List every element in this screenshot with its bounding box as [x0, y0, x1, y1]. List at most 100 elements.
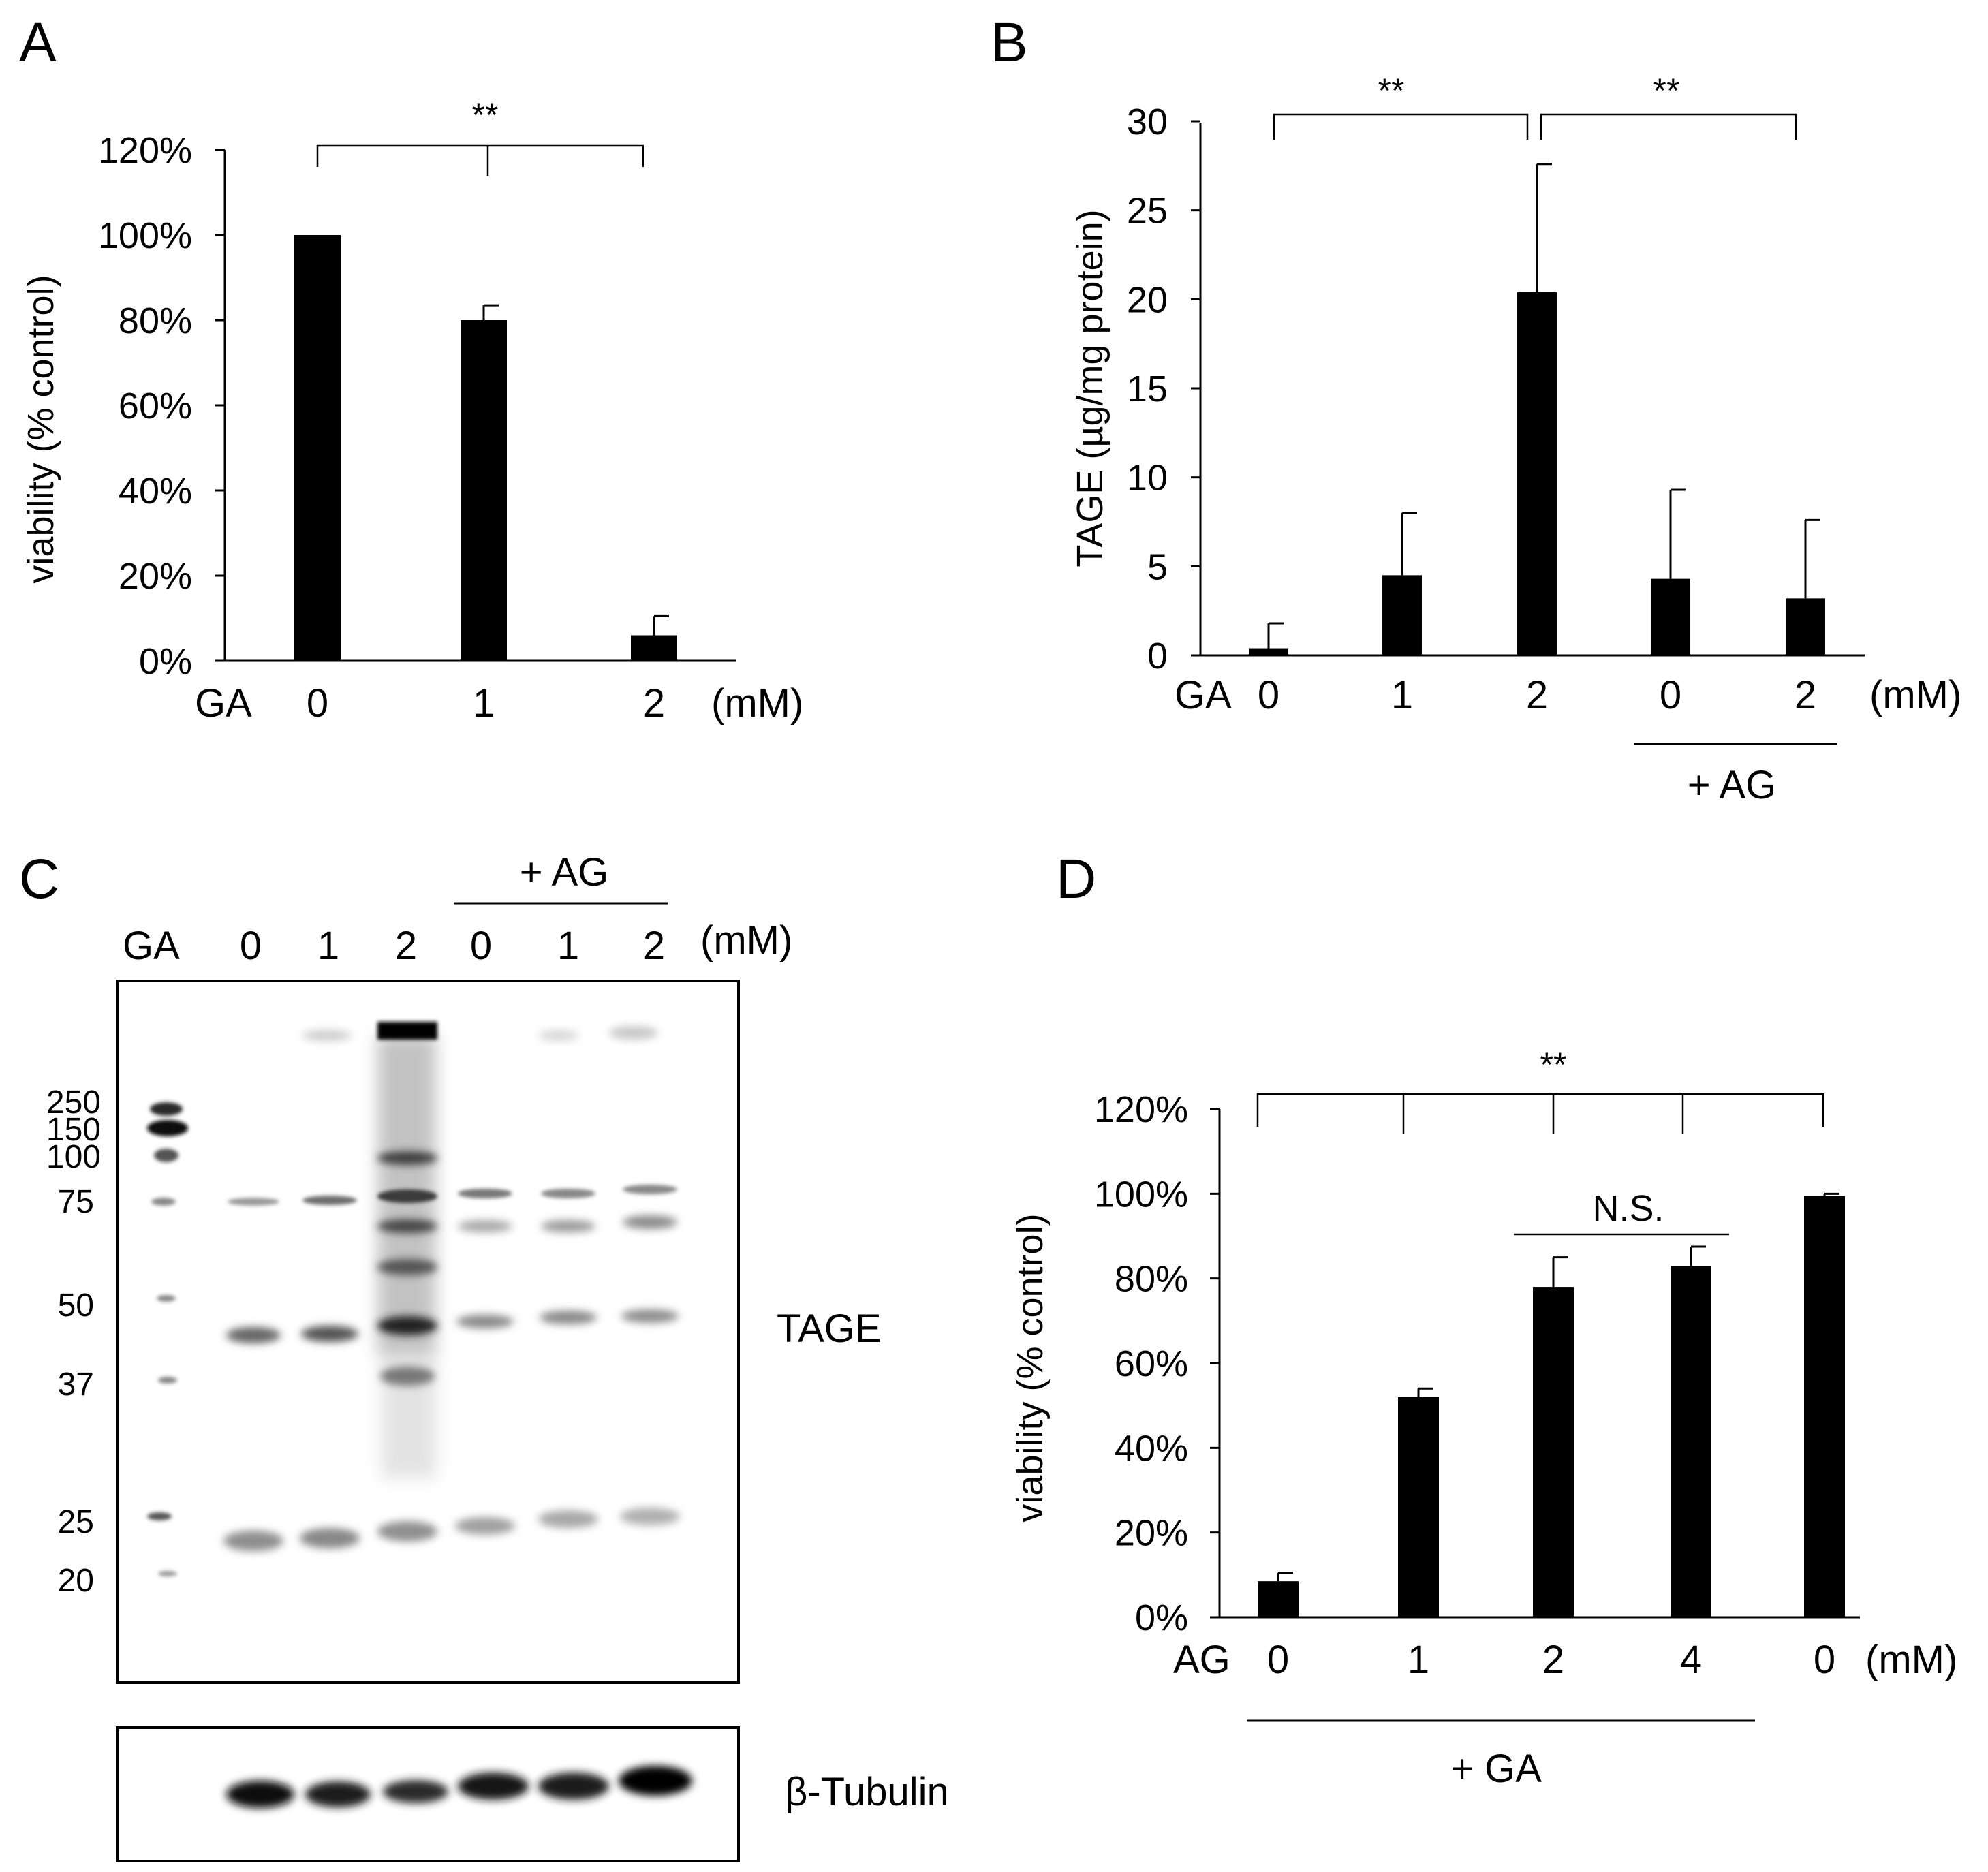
panel-a-x-unit: (mM) [711, 681, 803, 726]
y-tick-label: 60% [119, 386, 192, 426]
panel-b-x-unit: (mM) [1869, 673, 1961, 717]
panel-a-chart: viability (% control) 0% 20% 40% 60% 80% 100%… [20, 96, 803, 726]
panel-d-significance-bracket [1256, 1093, 1824, 1134]
y-tick-label: 100% [98, 215, 192, 256]
x-category-label: 0 [1267, 1638, 1289, 1682]
bar [1671, 1266, 1711, 1617]
blot-loading-bands [226, 1766, 692, 1808]
mw-marker: 250 [46, 1085, 101, 1121]
blot-lane-label: 0 [240, 924, 262, 968]
mw-marker: 25 [58, 1504, 94, 1540]
bar [1258, 1581, 1299, 1617]
x-category-label: 1 [1391, 673, 1413, 717]
y-tick-label: 100% [1094, 1174, 1188, 1215]
y-tick-label: 25 [1127, 191, 1168, 232]
bar [1382, 575, 1422, 655]
blot-lane-label: 1 [317, 924, 339, 968]
x-category-label: 2 [1542, 1638, 1564, 1682]
panel-label-d: D [1056, 848, 1096, 910]
panel-label-a: A [19, 12, 57, 74]
blot-main-label: TAGE [777, 1307, 882, 1351]
y-tick-label: 20 [1127, 279, 1168, 320]
y-tick-label: 0% [139, 641, 192, 682]
blot-lane-label: 2 [395, 924, 417, 968]
panel-a-x-prefix: GA [195, 681, 252, 726]
panel-d-x-prefix: AG [1173, 1638, 1230, 1682]
blot-loading-label: β-Tubulin [785, 1770, 949, 1814]
x-category-label: 2 [1795, 673, 1816, 717]
x-category-label: 0 [1258, 673, 1279, 717]
bar [1786, 598, 1825, 655]
bar [461, 320, 507, 661]
panel-d-group-label: + GA [1450, 1747, 1542, 1791]
blot-lane-label: 0 [470, 924, 492, 968]
panel-label-b: B [991, 12, 1028, 74]
mw-marker: 50 [58, 1288, 94, 1324]
y-tick-label: 20% [119, 556, 192, 597]
panel-b-x-prefix: GA [1175, 673, 1232, 717]
x-category-label: 2 [643, 681, 665, 726]
panel-a-y-axis: 0% 20% 40% 60% 80% 100% 120% [98, 130, 225, 682]
x-category-label: 2 [1526, 673, 1548, 717]
panel-d-y-axis: 0% 20% 40% 60% 80% 100% 120% [1094, 1089, 1220, 1638]
y-tick-label: 20% [1115, 1513, 1188, 1554]
y-tick-label: 0 [1147, 636, 1168, 676]
panel-b-significance-bracket-2 [1540, 113, 1797, 140]
x-category-label: 1 [1408, 1638, 1429, 1682]
bar [1533, 1287, 1574, 1617]
y-tick-label: 80% [1115, 1259, 1188, 1300]
y-tick-label: 60% [1115, 1343, 1188, 1384]
panel-d-ylabel: viability (% control) [1010, 1213, 1051, 1522]
bar [631, 635, 677, 661]
panel-a-ylabel: viability (% control) [20, 275, 61, 583]
mw-marker: 100 [46, 1139, 101, 1175]
y-tick-label: 40% [1115, 1428, 1188, 1469]
blot-lane-label: 1 [557, 924, 579, 968]
y-tick-label: 15 [1127, 369, 1168, 409]
x-category-label: 0 [1660, 673, 1681, 717]
blot-unit: (mM) [700, 918, 792, 963]
mw-marker: 150 [46, 1112, 101, 1148]
mw-marker: 75 [58, 1184, 94, 1220]
panel-b-significance-label-2: ** [1653, 72, 1680, 110]
panel-b-ylabel: TAGE (µg/mg protein) [1070, 209, 1111, 567]
y-tick-label: 120% [1094, 1089, 1188, 1130]
y-tick-label: 10 [1127, 458, 1168, 499]
x-category-label: 0 [1814, 1638, 1835, 1682]
bar [1517, 292, 1557, 655]
y-tick-label: 0% [1135, 1597, 1188, 1638]
blot-lane-prefix: GA [123, 924, 180, 968]
panel-d-ns-label: N.S. [1592, 1188, 1664, 1229]
panel-d-chart: viability (% control) 0%20%40%60%80%100%… [1010, 1046, 1957, 1791]
y-tick-label: 120% [98, 130, 192, 171]
panel-b-significance-label-1: ** [1378, 72, 1405, 110]
panel-b-bars: 0 1 2 0 2 [1249, 163, 1825, 717]
bar [1804, 1196, 1845, 1617]
bar [1651, 578, 1690, 655]
panel-a-significance-bracket [316, 144, 644, 176]
y-tick-label: 40% [119, 471, 192, 512]
panel-b-significance-bracket-1 [1273, 113, 1529, 140]
panel-a-significance-label: ** [472, 96, 499, 134]
panel-d-bars: 0 1 2 4 0 [1258, 1192, 1845, 1682]
panel-a-bars: 0 1 2 [294, 235, 677, 726]
y-tick-label: 30 [1127, 102, 1168, 142]
blot-main-bands [147, 1022, 680, 1576]
panel-d-significance-label: ** [1540, 1046, 1567, 1084]
bar [1398, 1397, 1439, 1617]
y-tick-label: 80% [119, 300, 192, 341]
blot-group-label: + AG [520, 850, 609, 894]
panel-b-group-label: + AG [1688, 763, 1777, 807]
mw-marker: 37 [58, 1367, 94, 1403]
panel-c-blot: GA 0 1 2 0 1 2 (mM) + AG [46, 850, 949, 1862]
blot-lane-label: 2 [643, 924, 665, 968]
mw-marker: 20 [58, 1563, 94, 1599]
bar [294, 235, 341, 661]
x-category-label: 4 [1680, 1638, 1702, 1682]
panel-b-y-axis: 0 5 10 15 20 25 30 [1127, 102, 1200, 676]
x-category-label: 1 [473, 681, 495, 726]
panel-label-c: C [19, 848, 59, 910]
y-tick-label: 5 [1147, 546, 1168, 587]
bar [1249, 648, 1288, 655]
